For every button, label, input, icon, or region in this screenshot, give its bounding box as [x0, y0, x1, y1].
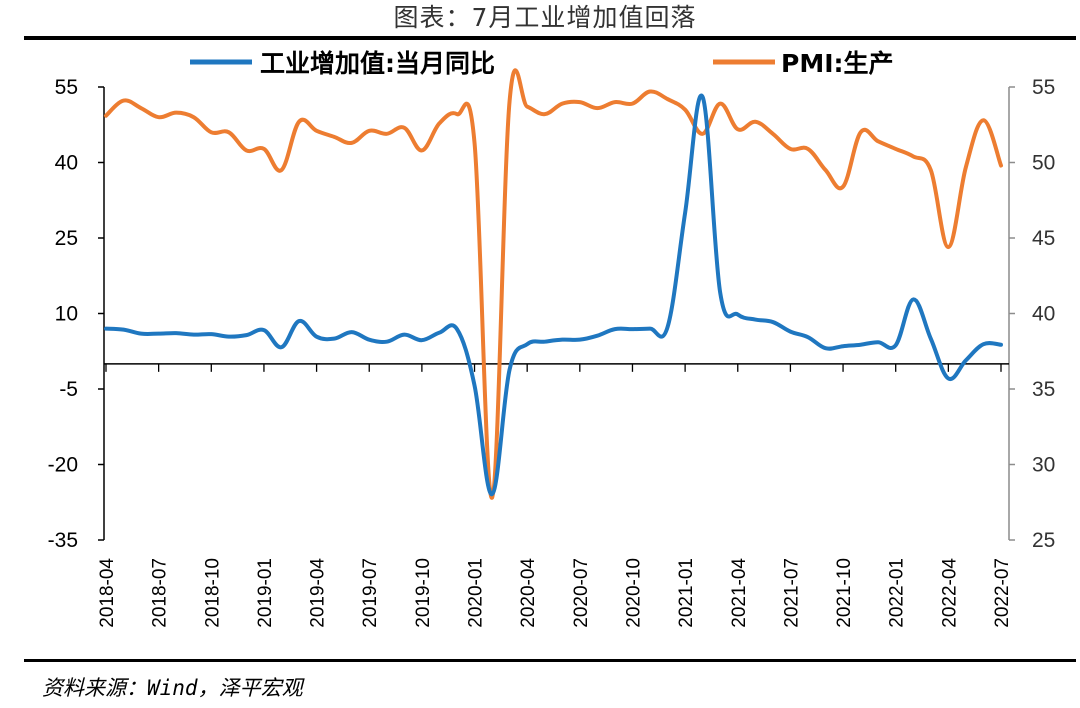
x-tick-label: 2020-10 [623, 558, 644, 628]
x-tick-label: 2019-07 [360, 558, 381, 628]
left-axis-ticks: 55 40 25 10 -5 -20 -35 [48, 76, 104, 552]
x-tick-label: 2019-10 [413, 558, 434, 628]
x-tick-label: 2020-07 [571, 558, 592, 628]
left-tick-label: 25 [55, 227, 78, 250]
left-tick-label: -35 [48, 529, 78, 552]
left-tick-label: 55 [55, 76, 78, 99]
left-tick-label: -20 [48, 454, 78, 477]
right-tick-label: 35 [1032, 378, 1055, 401]
series-line-industrial [104, 93, 1003, 497]
x-tick-label: 2018-04 [97, 558, 118, 628]
x-tick-label: 2022-01 [887, 558, 908, 628]
bottom-rule [24, 659, 1076, 662]
right-tick-label: 45 [1032, 227, 1055, 250]
right-tick-label: 40 [1032, 303, 1055, 326]
right-tick-label: 30 [1032, 454, 1055, 477]
x-tick-label: 2019-04 [308, 558, 329, 628]
x-tick-label: 2021-01 [676, 558, 697, 628]
right-tick-label: 25 [1032, 529, 1055, 552]
legend-label-industrial: 工业增加值:当月同比 [260, 49, 495, 78]
top-rule [24, 36, 1076, 40]
x-tick-label: 2021-04 [729, 558, 750, 628]
right-tick-label: 55 [1032, 76, 1055, 99]
series-line-pmi [104, 68, 1003, 500]
right-tick-label: 50 [1032, 152, 1055, 175]
legend-label-pmi: PMI:生产 [781, 49, 894, 78]
series-layer [104, 68, 1003, 500]
legend: 工业增加值:当月同比 PMI:生产 [190, 49, 894, 78]
x-tick-label: 2019-01 [255, 558, 276, 628]
source-note: 资料来源：Wind，泽平宏观 [42, 676, 306, 700]
x-tick-label: 2020-01 [466, 558, 487, 628]
left-tick-label: 10 [55, 303, 78, 326]
right-axis-ticks: 55 50 45 40 35 30 25 [1009, 76, 1055, 552]
x-tick-label: 2020-04 [518, 558, 539, 628]
chart-title: 图表：7月工业增加值回落 [394, 3, 697, 32]
x-tick-label: 2018-10 [202, 558, 223, 628]
x-tick-label: 2018-07 [150, 558, 171, 628]
x-tick-label: 2022-07 [992, 558, 1013, 628]
left-tick-label: -5 [59, 378, 78, 401]
x-axis-ticks: 2018-04 2018-07 2018-10 2019-01 2019-04 2019-… [97, 363, 1013, 628]
x-tick-label: 2021-07 [781, 558, 802, 628]
left-tick-label: 40 [55, 152, 78, 175]
x-tick-label: 2021-10 [834, 558, 855, 628]
x-tick-label: 2022-04 [939, 558, 960, 628]
